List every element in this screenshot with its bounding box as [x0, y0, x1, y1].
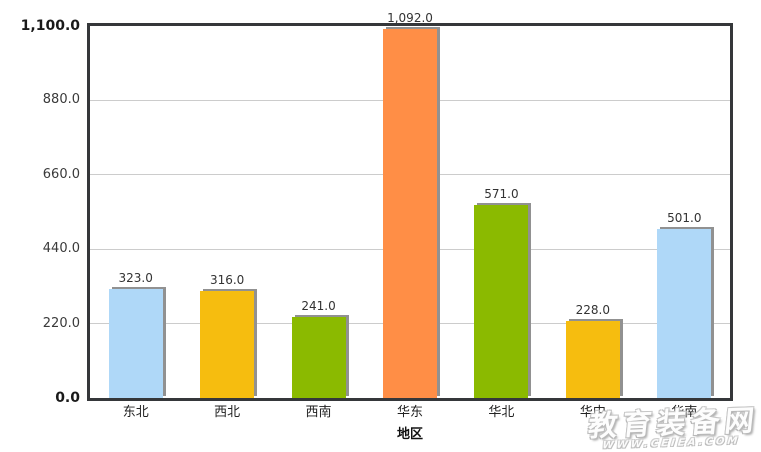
bar-value-label: 228.0	[575, 302, 611, 317]
bar-5	[474, 204, 529, 398]
y-tick-label: 440.0	[42, 241, 80, 257]
plot-area: 323.0 316.0 241.0 1,092.0 571.0 228.0 501.0	[87, 11, 733, 401]
y-tick-label: 660.0	[42, 166, 80, 182]
x-tick-label: 西北	[214, 405, 241, 420]
bar-7	[657, 228, 712, 398]
bar-3	[291, 316, 346, 398]
x-tick-label: 西南	[305, 405, 332, 420]
bar-6	[565, 320, 620, 398]
bar-1	[108, 288, 163, 398]
bar-value-label: 1,092.0	[387, 10, 433, 25]
bar-value-label: 571.0	[484, 186, 519, 201]
bar-value-label: 501.0	[667, 210, 702, 225]
bar-value-label: 323.0	[118, 270, 153, 285]
x-tick-label: 华中	[579, 405, 606, 420]
y-tick-label: 880.0	[42, 92, 80, 108]
bar-2	[200, 291, 255, 398]
x-tick-label: 华南	[671, 405, 698, 420]
x-axis-title: 地区	[396, 427, 423, 442]
y-tick-label: 1,100.0	[20, 18, 80, 34]
bar-value-label: 241.0	[301, 298, 336, 313]
x-tick-label: 华北	[488, 405, 515, 420]
x-tick-label: 东北	[122, 405, 149, 420]
bar-4	[383, 28, 437, 398]
y-tick-label: 0.0	[55, 390, 80, 406]
y-tick-label: 220.0	[42, 315, 80, 331]
x-tick-label: 华东	[396, 405, 423, 420]
bar-value-label: 316.0	[209, 273, 245, 288]
